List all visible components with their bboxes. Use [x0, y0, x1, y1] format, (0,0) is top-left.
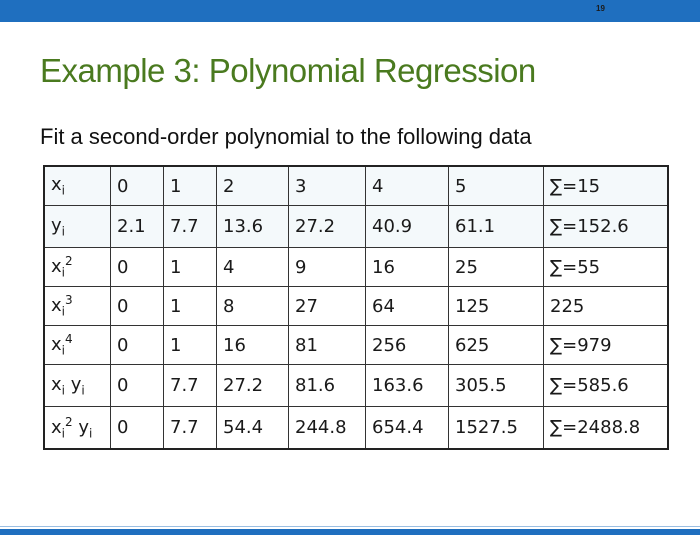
table-cell: 16	[365, 247, 449, 287]
table-cell: 7.7	[163, 205, 217, 248]
table-row-xiyi: xi yi 0 7.7 27.2 81.6 163.6 305.5 ∑=585.…	[43, 364, 669, 407]
table-cell: 8	[216, 286, 289, 326]
table-cell: 1527.5	[448, 406, 544, 450]
row-label: xi3	[43, 286, 111, 326]
table-cell: 654.4	[365, 406, 449, 450]
table-cell: 0	[110, 165, 164, 206]
table-cell: 61.1	[448, 205, 544, 248]
table-cell: 305.5	[448, 364, 544, 407]
table-cell: 256	[365, 325, 449, 365]
table-row-xi4: xi4 0 1 16 81 256 625 ∑=979	[43, 325, 669, 365]
bottom-banner	[0, 529, 700, 535]
table-cell: 625	[448, 325, 544, 365]
sum-cell: ∑=15	[543, 165, 669, 206]
table-cell: 2	[216, 165, 289, 206]
sum-cell: ∑=152.6	[543, 205, 669, 248]
slide-subtitle: Fit a second-order polynomial to the fol…	[40, 124, 532, 149]
top-banner	[0, 0, 700, 22]
sum-cell: ∑=2488.8	[543, 406, 669, 450]
table-cell: 4	[216, 247, 289, 287]
table-cell: 163.6	[365, 364, 449, 407]
table-cell: 7.7	[163, 364, 217, 407]
table-cell: 9	[288, 247, 366, 287]
table-cell: 81.6	[288, 364, 366, 407]
table-cell: 27.2	[216, 364, 289, 407]
table-row-xi2: xi2 0 1 4 9 16 25 ∑=55	[43, 247, 669, 287]
bottom-divider	[0, 526, 700, 527]
table-cell: 54.4	[216, 406, 289, 450]
table-cell: 2.1	[110, 205, 164, 248]
table-cell: 64	[365, 286, 449, 326]
sum-cell: ∑=585.6	[543, 364, 669, 407]
data-table: xi 0 1 2 3 4 5 ∑=15 yi 2.1 7.7 13.6 27.2…	[43, 165, 669, 450]
table-cell: 16	[216, 325, 289, 365]
row-label: yi	[43, 205, 111, 248]
row-label: xi yi	[43, 364, 111, 407]
table-cell: 0	[110, 286, 164, 326]
table-row-xi3: xi3 0 1 8 27 64 125 225	[43, 286, 669, 326]
table-cell: 1	[163, 325, 217, 365]
table-row-xi: xi 0 1 2 3 4 5 ∑=15	[43, 165, 669, 206]
slide-number: 19	[596, 4, 605, 13]
table-cell: 1	[163, 286, 217, 326]
table-cell: 0	[110, 364, 164, 407]
row-label: xi2 yi	[43, 406, 111, 450]
table-cell: 244.8	[288, 406, 366, 450]
row-label: xi2	[43, 247, 111, 287]
table-cell: 81	[288, 325, 366, 365]
slide-title: Example 3: Polynomial Regression	[40, 52, 536, 89]
table-cell: 27	[288, 286, 366, 326]
table-row-yi: yi 2.1 7.7 13.6 27.2 40.9 61.1 ∑=152.6	[43, 205, 669, 248]
table-cell: 25	[448, 247, 544, 287]
table-cell: 0	[110, 247, 164, 287]
table-cell: 1	[163, 247, 217, 287]
table-cell: 5	[448, 165, 544, 206]
sum-cell: ∑=979	[543, 325, 669, 365]
sum-cell: 225	[543, 286, 669, 326]
table-cell: 0	[110, 325, 164, 365]
table-cell: 4	[365, 165, 449, 206]
row-label: xi4	[43, 325, 111, 365]
table-cell: 27.2	[288, 205, 366, 248]
table-cell: 125	[448, 286, 544, 326]
table-cell: 3	[288, 165, 366, 206]
row-label: xi	[43, 165, 111, 206]
table-cell: 13.6	[216, 205, 289, 248]
table-cell: 40.9	[365, 205, 449, 248]
table-row-xi2yi: xi2 yi 0 7.7 54.4 244.8 654.4 1527.5 ∑=2…	[43, 406, 669, 450]
sum-cell: ∑=55	[543, 247, 669, 287]
table-cell: 7.7	[163, 406, 217, 450]
table-cell: 1	[163, 165, 217, 206]
table-cell: 0	[110, 406, 164, 450]
